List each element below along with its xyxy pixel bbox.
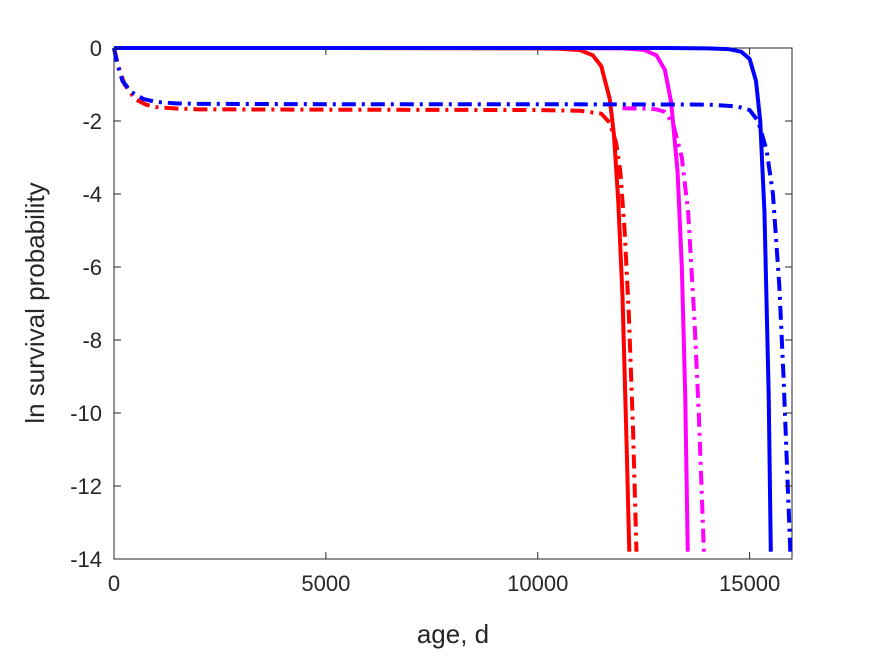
x-tick-label: 5000	[301, 571, 350, 596]
y-tick-label: -4	[82, 182, 102, 207]
y-tick-label: -6	[82, 255, 102, 280]
y-axis-title: ln survival probability	[20, 182, 50, 423]
plot-area	[113, 47, 793, 560]
y-tick-label: 0	[90, 36, 102, 61]
x-tick-label: 0	[108, 571, 120, 596]
series-layer	[112, 46, 793, 552]
tick-layer: 0 5000 10000 15000 0 -2 -4 -6 -8 -10 -12 -14	[70, 36, 792, 596]
x-tick-label: 15000	[719, 571, 780, 596]
y-tick-label: -10	[70, 401, 102, 426]
series-line-4	[622, 106, 706, 552]
x-tick-label: 10000	[507, 571, 568, 596]
y-tick-label: -12	[70, 474, 102, 499]
x-axis-title: age, d	[417, 619, 489, 649]
series-line-6	[112, 47, 793, 552]
y-tick-label: -2	[82, 109, 102, 134]
series-line-2	[112, 47, 639, 552]
y-tick-label: -14	[70, 547, 102, 572]
y-tick-label: -8	[82, 328, 102, 353]
